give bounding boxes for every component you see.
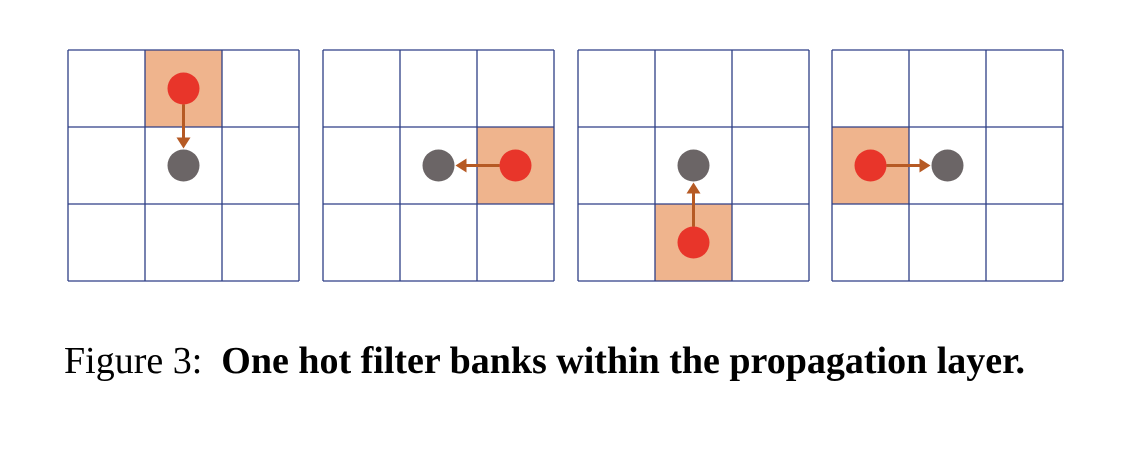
figure-caption: Figure 3: One hot filter banks within th… bbox=[64, 336, 1112, 386]
filter-panel-2 bbox=[322, 49, 555, 282]
filter-panel-3 bbox=[577, 49, 810, 282]
caption-text: One hot filter banks within the propagat… bbox=[221, 340, 1026, 382]
center-dot bbox=[422, 149, 455, 182]
hot-dot bbox=[167, 72, 200, 105]
filter-panel-4 bbox=[831, 49, 1064, 282]
arrow-head bbox=[455, 158, 467, 173]
filter-panel-1 bbox=[67, 49, 300, 282]
hot-dot bbox=[677, 226, 710, 259]
hot-dot bbox=[499, 149, 532, 182]
center-dot bbox=[167, 149, 200, 182]
arrow-head bbox=[686, 182, 701, 194]
arrow-head bbox=[176, 137, 191, 149]
center-dot bbox=[931, 149, 964, 182]
caption-label: Figure 3: bbox=[64, 340, 203, 382]
filter-bank-diagram bbox=[67, 49, 1064, 282]
arrow-head bbox=[919, 158, 931, 173]
center-dot bbox=[677, 149, 710, 182]
hot-dot bbox=[854, 149, 887, 182]
